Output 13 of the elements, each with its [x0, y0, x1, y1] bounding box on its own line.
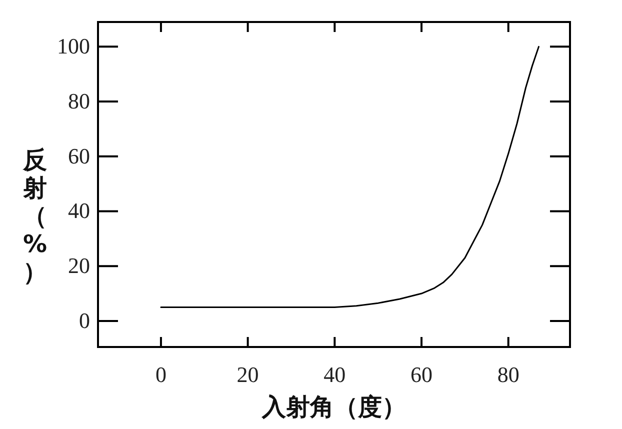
x-tick-label: 20 [236, 362, 259, 387]
y-tick-label: 20 [68, 253, 90, 278]
x-tick-label: 60 [410, 362, 432, 387]
y-tick-label: 80 [68, 88, 90, 114]
y-tick-label: 60 [68, 143, 90, 168]
y-axis-title: 反射（%） [22, 146, 48, 286]
y-tick-label: 40 [68, 198, 90, 224]
y-tick-label: 100 [57, 34, 90, 59]
x-tick-label: 80 [497, 362, 520, 387]
x-axis-title: 入射角（度） [261, 393, 406, 421]
x-tick-label: 40 [324, 362, 346, 387]
y-tick-label: 0 [79, 308, 90, 333]
x-tick-label: 0 [155, 362, 166, 387]
